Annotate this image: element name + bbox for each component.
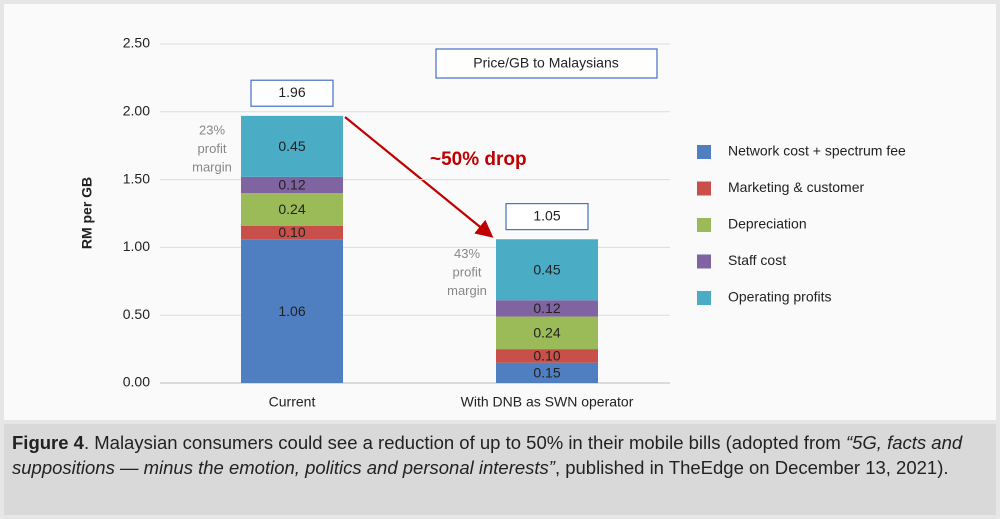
margin-note: margin <box>447 283 487 298</box>
data-label: 0.24 <box>278 201 305 217</box>
data-label: 0.24 <box>533 325 560 341</box>
arrow-label: ~50% drop <box>430 149 527 170</box>
data-label: 0.10 <box>278 224 305 240</box>
label-box <box>435 48 658 79</box>
total-label: 1.96 <box>278 84 305 100</box>
data-label: 0.45 <box>533 261 560 277</box>
y-tick-label: 0.50 <box>123 306 150 322</box>
legend-swatch <box>697 145 711 159</box>
total-label: 1.05 <box>533 207 560 223</box>
margin-note: profit <box>198 141 227 156</box>
caption-text: Figure 4 <box>12 432 84 453</box>
bar-segment <box>496 362 598 383</box>
total-box <box>505 203 589 231</box>
bar-segment <box>496 239 598 301</box>
bar-segment <box>496 300 598 317</box>
box-label: Price/GB to Malaysians <box>473 55 619 71</box>
data-label: 0.45 <box>278 138 305 154</box>
bar-segment <box>496 316 598 350</box>
bar-segment <box>241 239 343 383</box>
bar-segment <box>241 193 343 226</box>
data-label: 0.10 <box>533 348 560 364</box>
legend-swatch <box>697 291 711 305</box>
x-tick-label: Current <box>269 394 316 410</box>
legend-label: Network cost + spectrum fee <box>728 143 906 159</box>
bar-segment <box>496 349 598 363</box>
caption-text: . Malaysian consumers could see a reduct… <box>83 432 846 453</box>
y-axis-title: RM per GB <box>79 177 95 249</box>
legend-label: Marketing & customer <box>728 179 864 195</box>
y-tick-label: 0.00 <box>123 374 150 390</box>
legend-label: Depreciation <box>728 216 807 232</box>
y-tick-label: 2.00 <box>123 103 150 119</box>
y-tick-label: 1.00 <box>123 238 150 254</box>
caption-text: , published in TheEdge on December 13, 2… <box>554 457 949 478</box>
data-label: 0.12 <box>533 300 560 316</box>
legend-label: Staff cost <box>728 252 786 268</box>
bar-segment <box>241 176 343 194</box>
data-label: 1.06 <box>278 303 305 319</box>
legend-swatch <box>697 181 711 196</box>
caption-text: “5G, facts and suppositions — minus the … <box>12 432 963 478</box>
data-label: 0.15 <box>533 365 560 381</box>
y-tick-label: 1.50 <box>123 170 150 186</box>
legend-label: Operating profits <box>728 289 832 305</box>
margin-note: 43% <box>454 246 480 261</box>
chart: RM per GB Price/GB to Malaysians ~50% dr… <box>4 4 996 420</box>
caption: Figure 4. Malaysian consumers could see … <box>12 430 982 480</box>
margin-note: profit <box>453 265 482 280</box>
y-tick-label: 2.50 <box>123 35 150 51</box>
margin-note: margin <box>192 160 232 175</box>
legend-swatch <box>697 254 711 269</box>
x-tick-label: With DNB as SWN operator <box>461 394 634 410</box>
drop-arrow <box>344 116 494 238</box>
bar-segment <box>241 225 343 240</box>
margin-note: 23% <box>199 123 225 138</box>
total-box <box>250 79 334 107</box>
legend-swatch <box>697 218 711 232</box>
bar-segment <box>241 115 343 177</box>
data-label: 0.12 <box>278 177 305 193</box>
